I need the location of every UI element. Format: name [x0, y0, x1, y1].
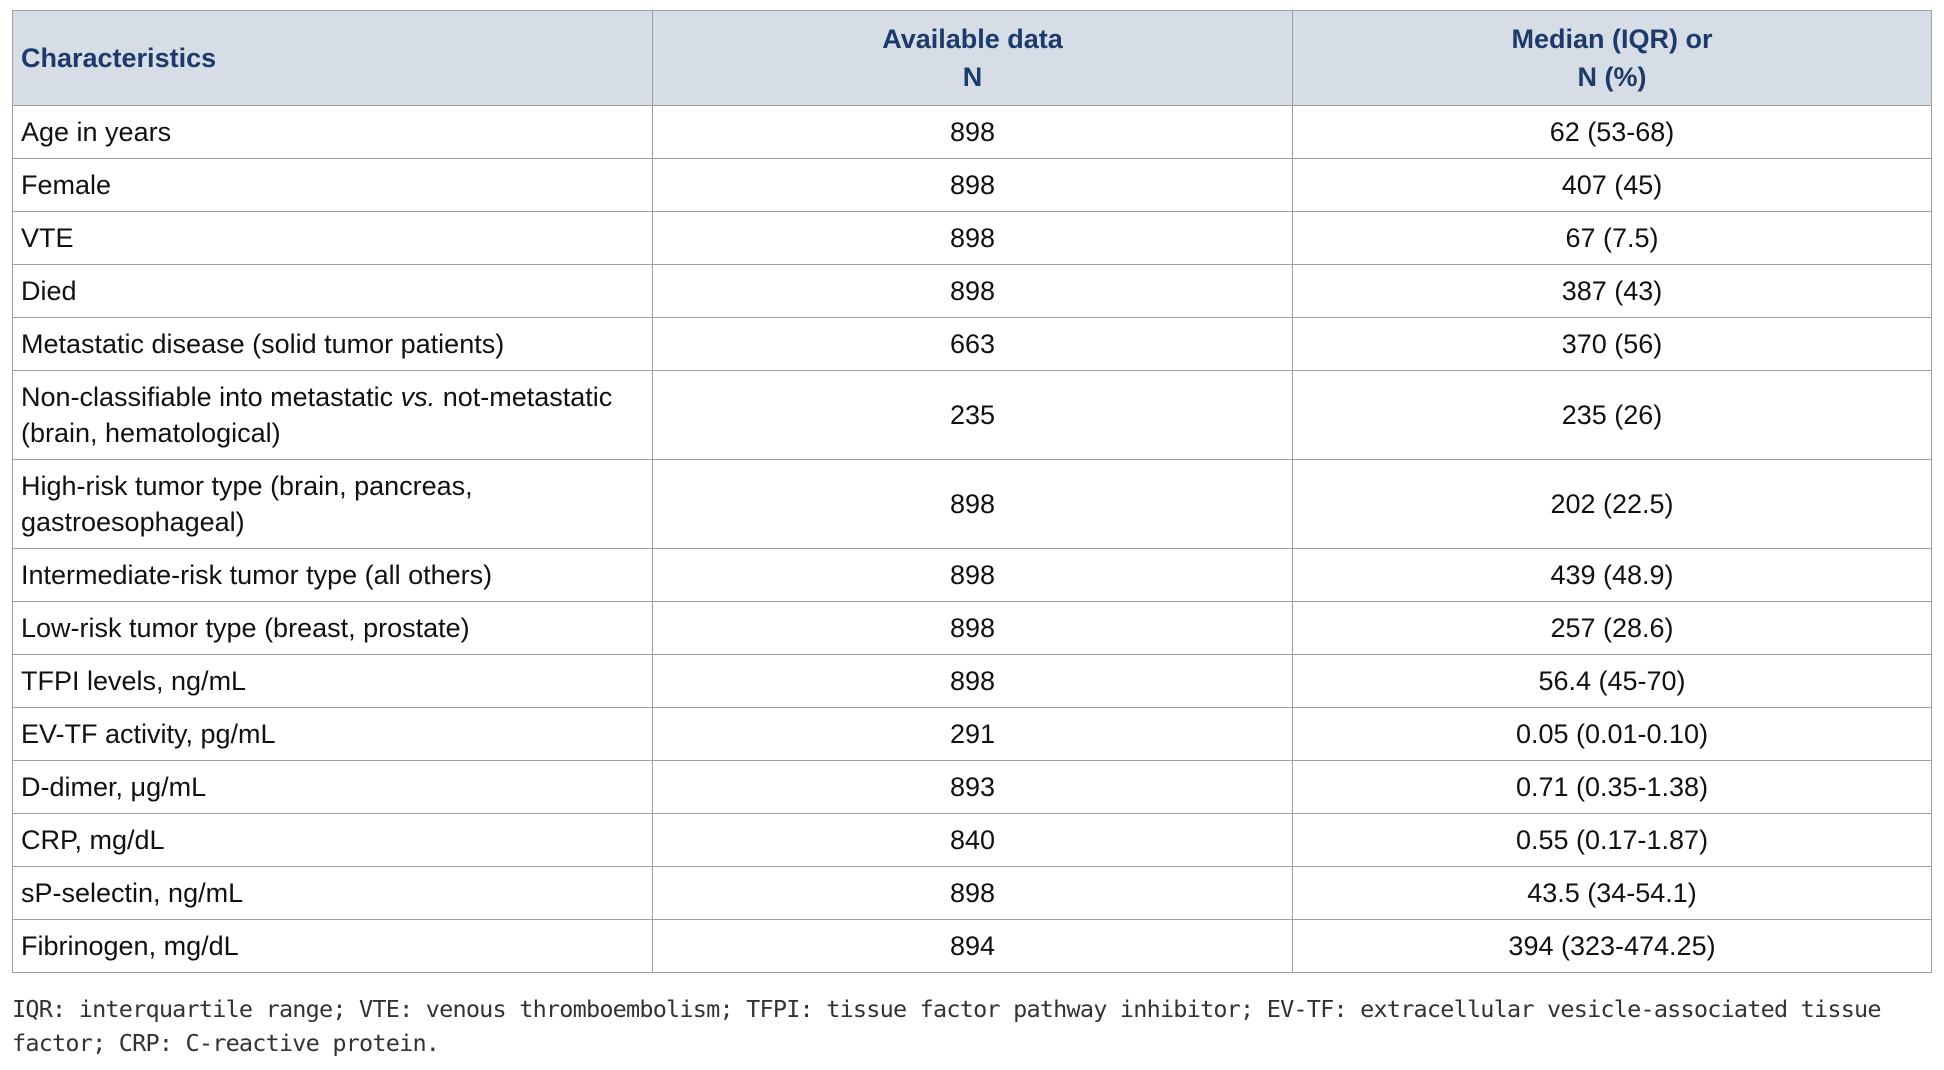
- available-n-cell: 898: [652, 866, 1293, 920]
- characteristic-cell: Low-risk tumor type (breast, prostate): [12, 601, 653, 655]
- available-n-cell: 840: [652, 813, 1293, 867]
- table-row: Non-classifiable into metastatic vs. not…: [12, 370, 1932, 460]
- characteristic-text: Fibrinogen, mg/dL: [21, 931, 239, 961]
- available-n-cell: 894: [652, 919, 1293, 973]
- header-cell: Median (IQR) or N (%): [1292, 10, 1932, 106]
- characteristic-text: VTE: [21, 223, 74, 253]
- characteristic-text: Age in years: [21, 117, 172, 147]
- header-text: Characteristics: [21, 43, 217, 73]
- available-n-cell: 893: [652, 760, 1293, 814]
- table-row: Metastatic disease (solid tumor patients…: [12, 317, 1932, 371]
- table-row: Low-risk tumor type (breast, prostate) 89…: [12, 601, 1932, 655]
- median-cell: 394 (323-474.25): [1292, 919, 1932, 973]
- characteristic-text: EV-TF activity, pg/mL: [21, 719, 276, 749]
- available-n-cell: 898: [652, 548, 1293, 602]
- characteristic-cell: Fibrinogen, mg/dL: [12, 919, 653, 973]
- header-text: N: [962, 62, 983, 92]
- table-row: EV-TF activity, pg/mL 291 0.05 (0.01-0.10): [12, 707, 1932, 761]
- characteristic-text: Low-risk tumor type (breast, prostate): [21, 613, 470, 643]
- characteristic-text: High-risk tumor type (brain, pancreas, g…: [21, 471, 473, 537]
- available-n-cell: 898: [652, 211, 1293, 265]
- median-cell: 43.5 (34-54.1): [1292, 866, 1932, 920]
- available-n-cell: 898: [652, 158, 1293, 212]
- table-row: Female 898 407 (45): [12, 158, 1932, 212]
- characteristic-cell: Non-classifiable into metastatic vs. not…: [12, 370, 653, 460]
- characteristic-cell: CRP, mg/dL: [12, 813, 653, 867]
- table-row: TFPI levels, ng/mL 898 56.4 (45-70): [12, 654, 1932, 708]
- header-text: Median (IQR) or: [1511, 24, 1713, 54]
- median-cell: 370 (56): [1292, 317, 1932, 371]
- characteristic-text: not-metastatic (brain, hematological): [21, 382, 613, 448]
- median-cell: 202 (22.5): [1292, 459, 1932, 549]
- table-row: sP-selectin, ng/mL 898 43.5 (34-54.1): [12, 866, 1932, 920]
- median-cell: 407 (45): [1292, 158, 1932, 212]
- median-cell: 0.55 (0.17-1.87): [1292, 813, 1932, 867]
- available-n-cell: 898: [652, 654, 1293, 708]
- table-row: Died 898 387 (43): [12, 264, 1932, 318]
- available-n-cell: 898: [652, 105, 1293, 159]
- available-n-cell: 235: [652, 370, 1293, 460]
- characteristic-cell: Age in years: [12, 105, 653, 159]
- characteristic-cell: VTE: [12, 211, 653, 265]
- median-cell: 62 (53-68): [1292, 105, 1932, 159]
- characteristic-cell: Female: [12, 158, 653, 212]
- characteristic-cell: High-risk tumor type (brain, pancreas, g…: [12, 459, 653, 549]
- available-n-cell: 291: [652, 707, 1293, 761]
- characteristic-text: CRP, mg/dL: [21, 825, 165, 855]
- median-cell: 0.05 (0.01-0.10): [1292, 707, 1932, 761]
- characteristic-text: TFPI levels, ng/mL: [21, 666, 247, 696]
- available-n-cell: 898: [652, 264, 1293, 318]
- characteristic-text: Died: [21, 276, 77, 306]
- characteristic-text: vs.: [400, 382, 436, 412]
- available-n-cell: 898: [652, 459, 1293, 549]
- characteristic-text: Female: [21, 170, 112, 200]
- median-cell: 235 (26): [1292, 370, 1932, 460]
- median-cell: 257 (28.6): [1292, 601, 1932, 655]
- characteristic-cell: TFPI levels, ng/mL: [12, 654, 653, 708]
- characteristics-table: Characteristics Available data N Median (IQ…: [12, 10, 1932, 973]
- characteristic-text: Non-classifiable into metastatic: [21, 382, 401, 412]
- table-row: Fibrinogen, mg/dL 894 394 (323-474.25): [12, 919, 1932, 973]
- median-cell: 56.4 (45-70): [1292, 654, 1932, 708]
- header-text: Available data: [882, 24, 1063, 54]
- table-row: Age in years 898 62 (53-68): [12, 105, 1932, 159]
- median-cell: 387 (43): [1292, 264, 1932, 318]
- characteristic-cell: sP-selectin, ng/mL: [12, 866, 653, 920]
- median-cell: 0.71 (0.35-1.38): [1292, 760, 1932, 814]
- characteristic-text: D-dimer, μg/mL: [21, 772, 207, 802]
- characteristic-cell: Died: [12, 264, 653, 318]
- median-cell: 439 (48.9): [1292, 548, 1932, 602]
- characteristic-cell: EV-TF activity, pg/mL: [12, 707, 653, 761]
- table-row: D-dimer, μg/mL 893 0.71 (0.35-1.38): [12, 760, 1932, 814]
- characteristic-cell: D-dimer, μg/mL: [12, 760, 653, 814]
- table-body: Age in years 898 62 (53-68) Female 898 407 (4…: [12, 105, 1932, 973]
- characteristic-cell: Intermediate-risk tumor type (all others…: [12, 548, 653, 602]
- table-row: Intermediate-risk tumor type (all others…: [12, 548, 1932, 602]
- footnote: IQR: interquartile range; VTE: venous th…: [12, 995, 1882, 1057]
- header-text: N (%): [1577, 62, 1647, 92]
- median-cell: 67 (7.5): [1292, 211, 1932, 265]
- characteristic-cell: Metastatic disease (solid tumor patients…: [12, 317, 653, 371]
- characteristic-text: sP-selectin, ng/mL: [21, 878, 244, 908]
- table-row: High-risk tumor type (brain, pancreas, g…: [12, 459, 1932, 549]
- header-cell: Available data N: [652, 10, 1293, 106]
- header-row: Characteristics Available data N Median (IQ…: [12, 10, 1932, 106]
- table-row: CRP, mg/dL 840 0.55 (0.17-1.87): [12, 813, 1932, 867]
- table-row: VTE 898 67 (7.5): [12, 211, 1932, 265]
- available-n-cell: 663: [652, 317, 1293, 371]
- available-n-cell: 898: [652, 601, 1293, 655]
- characteristic-text: Metastatic disease (solid tumor patients…: [21, 329, 505, 359]
- header-cell: Characteristics: [12, 10, 653, 106]
- characteristic-text: Intermediate-risk tumor type (all others…: [21, 560, 493, 590]
